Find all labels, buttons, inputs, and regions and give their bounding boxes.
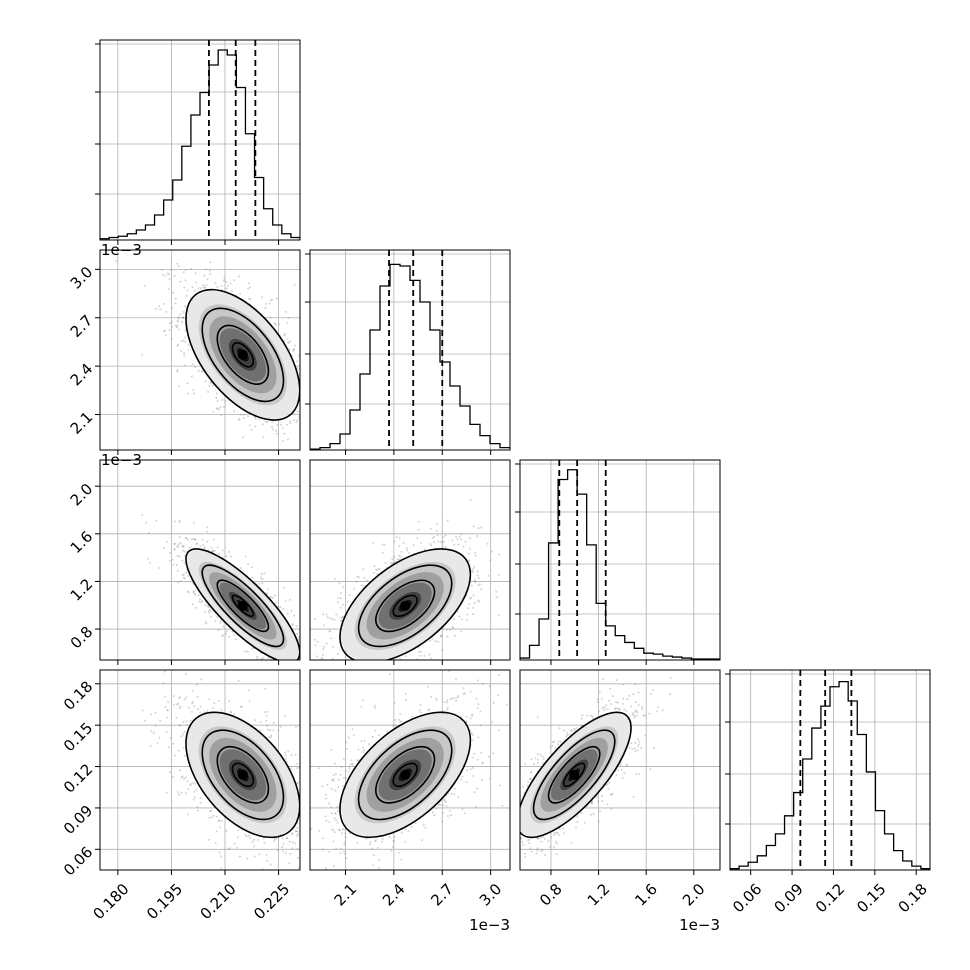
panel-3-1: 2.1 2.4 2.7 3.0: [309, 669, 511, 910]
panel-2-2: [515, 459, 721, 665]
panel-frame-3-2: [519, 669, 721, 871]
x-tick-label-1-0: 2.1: [331, 880, 361, 910]
contour-3-2-3: [562, 762, 586, 788]
y-tick-label-2-0: 0.8: [67, 623, 97, 653]
y-tick-label-2-3: 2.0: [67, 480, 97, 510]
y-tick-label-1-1: 2.4: [67, 360, 97, 390]
panel-frame-3-3: [729, 669, 931, 871]
histogram-0: [100, 49, 300, 240]
mode-marker-3-0: [237, 769, 248, 780]
mode-marker-3-2: [569, 769, 580, 780]
x-tick-label-1-1: 2.4: [379, 880, 409, 910]
contour-2-1-0: [339, 548, 472, 660]
panel-frame-3-1: [309, 669, 511, 871]
x-tick-label-2-2: 1.6: [631, 880, 661, 910]
panel-2-0-content: [100, 460, 300, 660]
panel-frame-0-0: [99, 39, 301, 241]
y-offset-label-2: 1e−3: [101, 451, 142, 469]
x-tick-label-3-0: 0.06: [729, 880, 765, 916]
contour-3-2-0: [520, 711, 632, 839]
panel-frame-2-1: [309, 459, 511, 661]
x-tick-label-0-0: 0.180: [90, 880, 133, 923]
x-tick-label-2-0: 0.8: [536, 880, 566, 910]
panel-3-0: 0.180 0.195 0.210 0.225 0.06 0.09 0.12 0.15 0.18: [60, 669, 301, 923]
panel-3-0-content: [100, 670, 300, 870]
panel-3-3-content: [730, 670, 930, 870]
y-tick-label-3-0: 0.06: [60, 843, 96, 879]
panel-1-0-content: [100, 250, 300, 450]
contour-3-1-2: [375, 745, 436, 804]
panel-frame-2-0: [99, 459, 301, 661]
panel-frame-1-0: [99, 249, 301, 451]
panel-frame-3-0: [99, 669, 301, 871]
y-tick-label-1-2: 2.7: [67, 311, 97, 341]
histogram-1: [310, 263, 510, 450]
panel-2-1: [309, 459, 511, 665]
panel-3-3: 0.06 0.09 0.12 0.15 0.18: [725, 669, 931, 916]
x-tick-label-3-1: 0.09: [770, 880, 806, 916]
panel-1-1: [305, 249, 511, 455]
contour-3-2-1: [532, 729, 616, 821]
panel-0-0-content: [100, 40, 300, 240]
mode-marker-2-1: [400, 600, 411, 611]
contour-3-2-2: [547, 745, 601, 804]
contour-2-0-1: [201, 564, 285, 648]
contour-2-0-2: [216, 579, 270, 633]
x-tick-label-0-3: 0.225: [250, 880, 293, 923]
contour-3-1-3: [392, 762, 418, 788]
contour-3-0-3: [231, 762, 255, 788]
y-tick-label-3-2: 0.12: [60, 760, 96, 796]
mode-marker-1-0: [237, 349, 248, 360]
mode-marker-3-1: [400, 769, 411, 780]
contour-3-0-2: [216, 745, 270, 804]
contour-1-0-3: [231, 342, 255, 368]
panel-0-0: [95, 39, 301, 245]
contour-3-0-1: [201, 729, 285, 821]
x-tick-label-2-3: 2.0: [679, 880, 709, 910]
contour-1-0-1: [201, 307, 285, 403]
contour-2-1-3: [392, 594, 418, 618]
panel-2-0: 0.8 1.2 1.6 2.0: [67, 459, 301, 665]
x-offset-label-2: 1e−3: [679, 916, 720, 934]
panel-1-0: 2.1 2.4 2.7 3.0: [67, 249, 301, 455]
x-tick-label-3-2: 0.12: [812, 880, 848, 916]
mode-marker-2-0: [237, 600, 248, 611]
x-tick-label-0-2: 0.210: [197, 880, 240, 923]
y-tick-label-3-4: 0.18: [60, 677, 96, 713]
panel-frame-1-1: [309, 249, 511, 451]
x-tick-label-1-3: 3.0: [476, 880, 506, 910]
contour-1-0-2: [216, 324, 270, 385]
y-tick-label-3-3: 0.15: [60, 719, 96, 755]
y-tick-label-2-2: 1.6: [67, 527, 97, 557]
contour-2-1-1: [357, 564, 453, 648]
y-tick-label-2-1: 1.2: [67, 575, 97, 605]
contour-3-0-0: [185, 711, 300, 839]
panel-1-1-content: [310, 250, 510, 450]
x-tick-label-2-1: 1.2: [584, 880, 614, 910]
x-tick-label-0-1: 0.195: [143, 880, 186, 923]
contour-2-0-0: [185, 548, 300, 660]
x-tick-label-1-2: 2.7: [427, 880, 457, 910]
panel-frame-2-2: [519, 459, 721, 661]
contour-2-1-2: [375, 579, 436, 633]
panel-3-1-content: [310, 670, 510, 870]
histogram-3: [730, 680, 930, 870]
contour-3-1-0: [339, 711, 472, 839]
x-offset-label-1: 1e−3: [469, 916, 510, 934]
panel-3-2-content: [520, 670, 720, 870]
y-tick-label-1-3: 3.0: [67, 263, 97, 293]
y-offset-label-1: 1e−3: [101, 241, 142, 259]
x-tick-label-3-4: 0.18: [895, 880, 931, 916]
contour-3-1-1: [357, 729, 453, 821]
contour-1-0-0: [185, 288, 300, 421]
panel-2-2-content: [520, 460, 720, 660]
y-tick-label-1-0: 2.1: [67, 408, 97, 438]
x-tick-label-3-3: 0.15: [853, 880, 889, 916]
histogram-2: [520, 469, 720, 660]
y-tick-label-3-1: 0.09: [60, 802, 96, 838]
panel-2-1-content: [310, 460, 510, 660]
